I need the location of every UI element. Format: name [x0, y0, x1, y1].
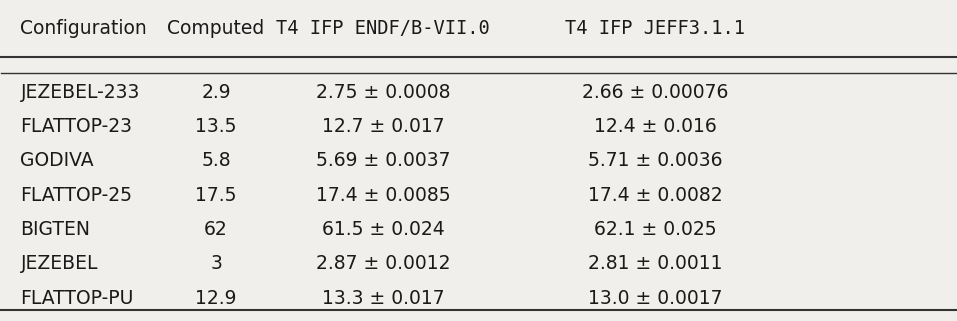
Text: 12.4 ± 0.016: 12.4 ± 0.016	[593, 117, 717, 136]
Text: 13.3 ± 0.017: 13.3 ± 0.017	[322, 289, 444, 308]
Text: JEZEBEL-233: JEZEBEL-233	[20, 82, 140, 101]
Text: 13.0 ± 0.0017: 13.0 ± 0.0017	[588, 289, 723, 308]
Text: 5.71 ± 0.0036: 5.71 ± 0.0036	[588, 151, 723, 170]
Text: Configuration: Configuration	[20, 19, 147, 38]
Text: 12.7 ± 0.017: 12.7 ± 0.017	[322, 117, 444, 136]
Text: 5.69 ± 0.0037: 5.69 ± 0.0037	[316, 151, 451, 170]
Text: 17.5: 17.5	[195, 186, 236, 205]
Text: 62.1 ± 0.025: 62.1 ± 0.025	[593, 220, 717, 239]
Text: T4 IFP JEFF3.1.1: T4 IFP JEFF3.1.1	[565, 19, 746, 38]
Text: 13.5: 13.5	[195, 117, 236, 136]
Text: BIGTEN: BIGTEN	[20, 220, 91, 239]
Text: 3: 3	[211, 255, 222, 273]
Text: 17.4 ± 0.0082: 17.4 ± 0.0082	[588, 186, 723, 205]
Text: FLATTOP-PU: FLATTOP-PU	[20, 289, 134, 308]
Text: T4 IFP ENDF/B-VII.0: T4 IFP ENDF/B-VII.0	[277, 19, 490, 38]
Text: FLATTOP-23: FLATTOP-23	[20, 117, 132, 136]
Text: 61.5 ± 0.024: 61.5 ± 0.024	[322, 220, 444, 239]
Text: 2.87 ± 0.0012: 2.87 ± 0.0012	[316, 255, 451, 273]
Text: 2.81 ± 0.0011: 2.81 ± 0.0011	[588, 255, 723, 273]
Text: JEZEBEL: JEZEBEL	[20, 255, 98, 273]
Text: 2.9: 2.9	[201, 82, 231, 101]
Text: GODIVA: GODIVA	[20, 151, 94, 170]
Text: Computed: Computed	[167, 19, 265, 38]
Text: 2.75 ± 0.0008: 2.75 ± 0.0008	[316, 82, 451, 101]
Text: 2.66 ± 0.00076: 2.66 ± 0.00076	[582, 82, 728, 101]
Text: 5.8: 5.8	[201, 151, 231, 170]
Text: FLATTOP-25: FLATTOP-25	[20, 186, 132, 205]
Text: 17.4 ± 0.0085: 17.4 ± 0.0085	[316, 186, 451, 205]
Text: 12.9: 12.9	[195, 289, 236, 308]
Text: 62: 62	[204, 220, 228, 239]
